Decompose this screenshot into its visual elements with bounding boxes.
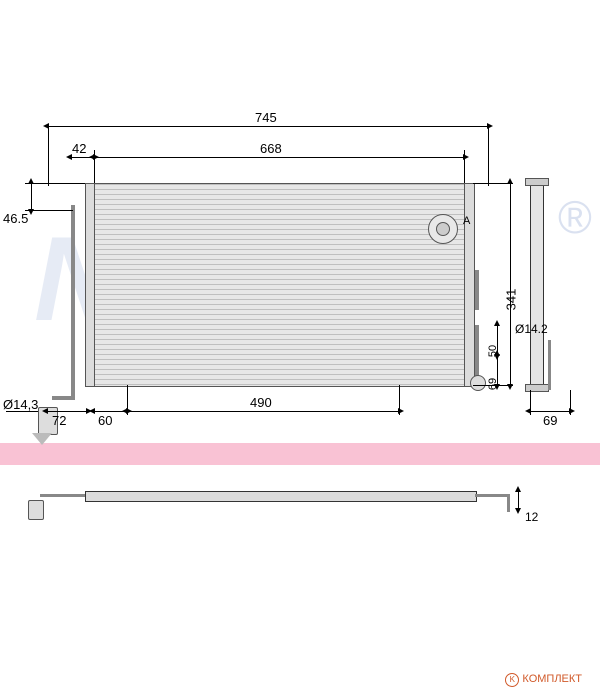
dim-d143: Ø14,3 [3,397,38,412]
footer-text: КОМПЛЕКТ [522,673,582,685]
dim-d143-line [6,411,38,412]
dim-745-line [48,126,488,127]
dim-745: 745 [255,110,277,125]
dim-d142: Ø14.2 [515,322,548,336]
fitting-right-bottom [470,375,486,391]
radiator-core [94,183,466,387]
bottom-fitting-left [28,500,44,520]
bottom-view-bar [85,491,477,502]
fitting-a-inner [436,222,450,236]
highlight-band [0,443,600,465]
dim-s69: 69 [543,413,557,428]
ext-s69-r [570,390,571,415]
dim-490: 490 [250,395,272,410]
ext-745-r [488,126,489,186]
side-bracket-top [525,178,549,186]
dim-12: 12 [525,510,538,524]
dim-60: 60 [98,413,112,428]
bottom-pipe-left [40,494,85,497]
footer-brand: K КОМПЛЕКТ [505,673,582,687]
side-pipe [548,340,551,390]
dim-341-line [510,183,511,385]
fitting-left-triangle [32,433,52,445]
drawing-canvas: Nissens ® A 745 668 42 46.5 Ø14,3 [0,0,600,695]
watermark-reg: ® [558,190,592,244]
side-view [530,183,544,385]
dim-42: 42 [72,141,86,156]
dim-465: 46.5 [3,211,28,226]
footer-icon: K [505,673,519,687]
pipe-right-2 [475,270,479,310]
ext-465-t [25,183,85,184]
ext-s69-l [530,390,531,415]
right-tank [464,183,475,387]
dim-12-line [518,491,519,509]
pipe-left-vert [71,205,75,400]
bottom-pipe-right [475,494,510,497]
dim-668: 668 [260,141,282,156]
dim-341: 341 [503,289,518,311]
dim-72: 72 [52,413,66,428]
ext-490-r [399,385,400,415]
bottom-pipe-right-down [507,494,510,512]
ext-745-l [48,126,49,186]
ext-465-b [25,210,73,211]
ext-341-t [473,183,513,184]
dim-490-line [127,411,399,412]
dim-668-line [94,157,464,158]
ext-668-r [464,150,465,183]
dim-69: 69 [487,378,499,390]
side-bracket-bot [525,384,549,392]
dim-72-line [47,411,87,412]
dim-42-line [71,157,94,158]
label-a: A [463,215,470,227]
dim-s69-line [530,411,570,412]
dim-465-line [31,183,32,210]
pipe-left-curve [52,396,75,400]
